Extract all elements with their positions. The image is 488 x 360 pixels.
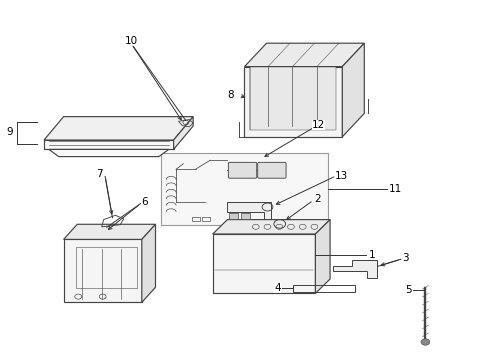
Text: 4: 4 <box>273 283 280 293</box>
Bar <box>293 285 354 292</box>
Polygon shape <box>244 43 364 67</box>
Circle shape <box>420 339 429 345</box>
Text: 5: 5 <box>405 285 411 295</box>
Text: 1: 1 <box>367 250 374 260</box>
Polygon shape <box>227 202 271 220</box>
Text: 6: 6 <box>141 197 148 207</box>
Text: 3: 3 <box>402 253 408 263</box>
Polygon shape <box>315 220 329 293</box>
Text: 2: 2 <box>314 194 321 204</box>
Text: 11: 11 <box>387 184 401 194</box>
Polygon shape <box>44 117 193 140</box>
Polygon shape <box>63 239 142 302</box>
Text: 8: 8 <box>227 90 234 100</box>
FancyBboxPatch shape <box>228 162 256 178</box>
Polygon shape <box>142 224 155 302</box>
Bar <box>229 213 238 219</box>
Bar <box>202 217 210 221</box>
Bar <box>241 213 249 219</box>
Polygon shape <box>244 67 342 137</box>
Polygon shape <box>173 117 193 149</box>
Text: 13: 13 <box>334 171 347 181</box>
Polygon shape <box>342 43 364 137</box>
Bar <box>161 153 327 225</box>
Polygon shape <box>212 234 315 293</box>
Text: 12: 12 <box>311 120 325 130</box>
Text: 9: 9 <box>6 127 13 138</box>
Polygon shape <box>63 224 155 239</box>
Polygon shape <box>49 149 168 157</box>
Bar <box>191 217 199 221</box>
Polygon shape <box>212 220 329 234</box>
Text: 7: 7 <box>96 168 103 179</box>
Polygon shape <box>250 67 336 130</box>
Polygon shape <box>332 260 376 278</box>
Polygon shape <box>44 140 173 149</box>
FancyBboxPatch shape <box>257 162 285 178</box>
Text: 10: 10 <box>124 36 137 46</box>
